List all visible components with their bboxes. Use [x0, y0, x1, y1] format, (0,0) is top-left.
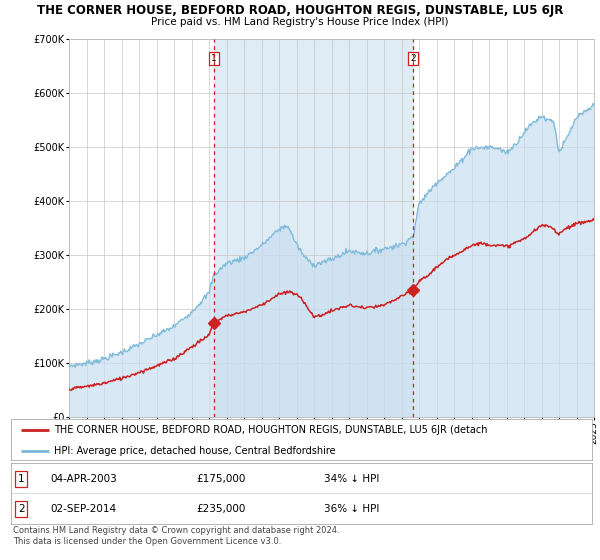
Text: 2: 2: [18, 504, 25, 514]
Text: 1: 1: [211, 54, 217, 63]
Text: Price paid vs. HM Land Registry's House Price Index (HPI): Price paid vs. HM Land Registry's House …: [151, 17, 449, 27]
Text: THE CORNER HOUSE, BEDFORD ROAD, HOUGHTON REGIS, DUNSTABLE, LU5 6JR (detach: THE CORNER HOUSE, BEDFORD ROAD, HOUGHTON…: [55, 426, 488, 436]
Text: 1: 1: [18, 474, 25, 484]
Text: Contains HM Land Registry data © Crown copyright and database right 2024.
This d: Contains HM Land Registry data © Crown c…: [13, 526, 340, 546]
Text: £235,000: £235,000: [197, 504, 246, 514]
Text: THE CORNER HOUSE, BEDFORD ROAD, HOUGHTON REGIS, DUNSTABLE, LU5 6JR: THE CORNER HOUSE, BEDFORD ROAD, HOUGHTON…: [37, 4, 563, 17]
Text: £175,000: £175,000: [197, 474, 246, 484]
Text: 02-SEP-2014: 02-SEP-2014: [50, 504, 116, 514]
Text: 34% ↓ HPI: 34% ↓ HPI: [325, 474, 380, 484]
Bar: [214, 39, 413, 417]
Text: 2: 2: [410, 54, 416, 63]
Text: 04-APR-2003: 04-APR-2003: [50, 474, 117, 484]
Text: HPI: Average price, detached house, Central Bedfordshire: HPI: Average price, detached house, Cent…: [55, 446, 336, 456]
Text: 36% ↓ HPI: 36% ↓ HPI: [325, 504, 380, 514]
